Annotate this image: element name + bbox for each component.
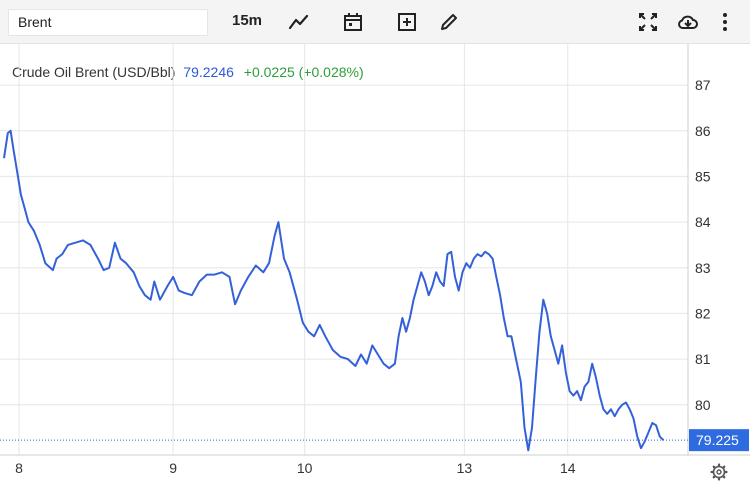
price-series-line <box>3 129 665 452</box>
chart-toolbar: Brent 15m <box>0 0 750 44</box>
legend-instrument-name: Crude Oil Brent (USD/Bbl) <box>12 64 176 80</box>
y-tick-label: 87 <box>695 77 711 93</box>
add-indicator-icon[interactable] <box>396 11 418 33</box>
more-vertical-icon[interactable] <box>714 11 736 33</box>
settings-gear-icon[interactable] <box>710 463 728 481</box>
fullscreen-icon[interactable] <box>637 11 659 33</box>
interval-button[interactable]: 15m <box>232 12 263 29</box>
y-tick-label: 85 <box>695 168 711 184</box>
y-tick-label: 80 <box>695 397 711 413</box>
y-tick-label: 82 <box>695 305 711 321</box>
x-tick-label: 10 <box>297 460 313 476</box>
y-tick-label: 86 <box>695 123 711 139</box>
calendar-icon[interactable] <box>342 11 364 33</box>
legend-price: 79.2246 <box>183 64 234 80</box>
legend-change: +0.0225 (+0.028%) <box>243 64 364 80</box>
x-tick-label: 13 <box>457 460 473 476</box>
chart-legend: Crude Oil Brent (USD/Bbl) 79.2246 +0.022… <box>12 64 364 80</box>
draw-pencil-icon[interactable] <box>438 11 460 33</box>
last-price-badge <box>689 429 749 452</box>
symbol-search-input[interactable]: Brent <box>8 9 208 36</box>
x-tick-label: 8 <box>15 460 23 476</box>
last-price-label: 79.225 <box>689 429 749 452</box>
cloud-download-icon[interactable] <box>677 11 699 33</box>
x-axis: 8 9 10 13 14 <box>0 454 750 476</box>
x-tick-label: 14 <box>560 460 576 476</box>
x-tick-label: 9 <box>169 460 177 476</box>
chart-grid <box>0 44 688 455</box>
line-chart-icon[interactable] <box>288 11 310 33</box>
y-tick-label: 81 <box>695 351 711 367</box>
y-tick-label: 83 <box>695 260 711 276</box>
last-price-text: 79.225 <box>696 432 739 448</box>
y-tick-label: 84 <box>695 214 711 230</box>
y-axis: 80 81 82 83 84 85 86 87 <box>687 44 711 455</box>
price-chart[interactable]: 80 81 82 83 84 85 86 87 8 9 10 13 14 79.225 <box>0 44 750 485</box>
